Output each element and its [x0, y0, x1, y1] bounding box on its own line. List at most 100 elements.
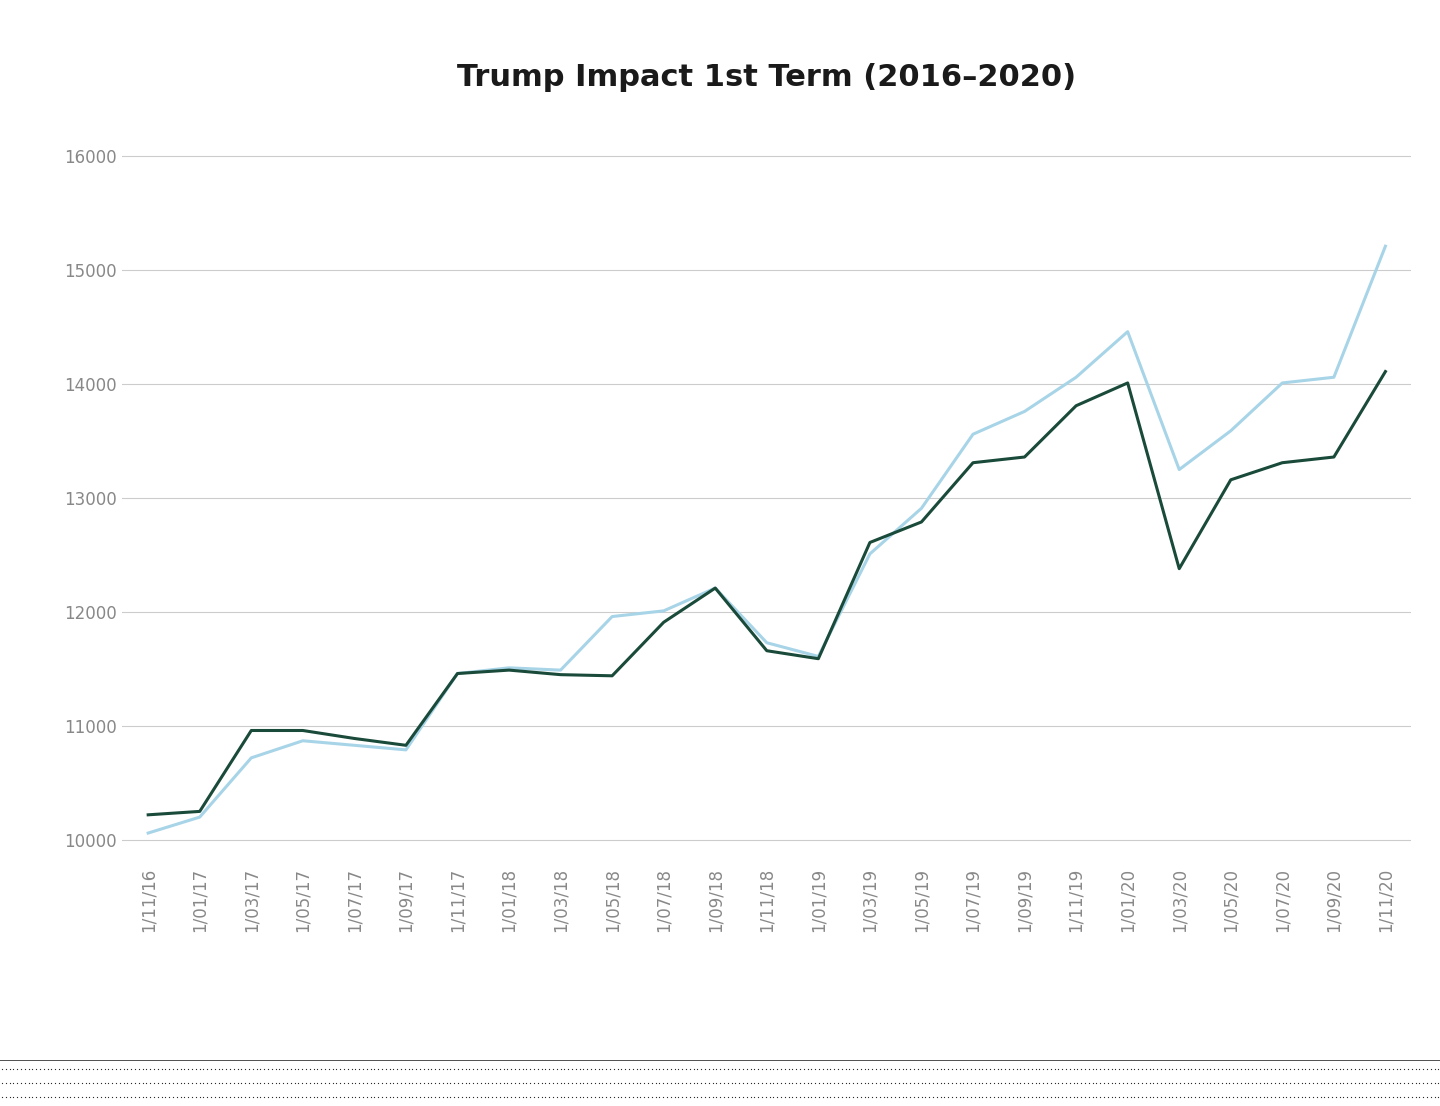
- Point: [690, 1088, 713, 1106]
- Point: [1290, 1074, 1313, 1092]
- Point: [1104, 1060, 1128, 1077]
- Point: [667, 1060, 690, 1077]
- Point: [1369, 1088, 1392, 1106]
- Point: [442, 1060, 465, 1077]
- Point: [755, 1088, 778, 1106]
- Point: [641, 1060, 664, 1077]
- Point: [203, 1074, 226, 1092]
- Point: [1358, 1088, 1381, 1106]
- Point: [305, 1074, 328, 1092]
- Point: [0, 1074, 22, 1092]
- Point: [481, 1060, 504, 1077]
- Point: [43, 1060, 66, 1077]
- Point: [105, 1060, 128, 1077]
- Point: [0, 1088, 13, 1106]
- Point: [618, 1088, 641, 1106]
- Point: [766, 1088, 789, 1106]
- Point: [766, 1074, 789, 1092]
- Point: [242, 1074, 265, 1092]
- Point: [507, 1074, 530, 1092]
- Point: [789, 1060, 812, 1077]
- Point: [192, 1074, 215, 1092]
- Point: [720, 1088, 743, 1106]
- Point: [1, 1088, 24, 1106]
- Point: [1005, 1074, 1028, 1092]
- Point: [1286, 1060, 1309, 1077]
- Point: [1012, 1060, 1035, 1077]
- Point: [333, 1088, 356, 1106]
- Title: Trump Impact 1st Term (2016–2020): Trump Impact 1st Term (2016–2020): [458, 63, 1076, 92]
- Point: [284, 1060, 307, 1077]
- Point: [903, 1074, 926, 1092]
- Point: [1066, 1060, 1089, 1077]
- Point: [678, 1060, 701, 1077]
- Point: [196, 1074, 219, 1092]
- Point: [29, 1088, 52, 1106]
- Point: [648, 1060, 671, 1077]
- Point: [340, 1074, 363, 1092]
- Point: [1230, 1060, 1253, 1077]
- Point: [82, 1088, 105, 1106]
- Point: [379, 1060, 402, 1077]
- Point: [968, 1060, 991, 1077]
- Point: [135, 1074, 158, 1092]
- Point: [124, 1074, 147, 1092]
- Point: [516, 1074, 539, 1092]
- Point: [1063, 1088, 1086, 1106]
- Point: [975, 1074, 998, 1092]
- Point: [708, 1088, 732, 1106]
- Point: [822, 1088, 845, 1106]
- Point: [1089, 1060, 1112, 1077]
- Point: [713, 1074, 736, 1092]
- Point: [636, 1088, 660, 1106]
- Point: [678, 1088, 701, 1106]
- Point: [789, 1088, 812, 1106]
- Point: [1286, 1088, 1309, 1106]
- Point: [720, 1074, 743, 1092]
- Point: [560, 1088, 583, 1106]
- Point: [189, 1060, 212, 1077]
- Point: [1385, 1074, 1408, 1092]
- Point: [887, 1088, 910, 1106]
- Point: [1081, 1060, 1104, 1077]
- Point: [105, 1074, 128, 1092]
- Point: [344, 1088, 367, 1106]
- Point: [279, 1088, 302, 1106]
- Point: [852, 1074, 876, 1092]
- Point: [1221, 1074, 1244, 1092]
- Point: [852, 1088, 876, 1106]
- Point: [838, 1060, 861, 1077]
- Point: [333, 1074, 356, 1092]
- Point: [796, 1088, 819, 1106]
- Point: [516, 1088, 539, 1106]
- Point: [815, 1074, 838, 1092]
- Point: [811, 1060, 834, 1077]
- Point: [226, 1088, 249, 1106]
- Point: [1130, 1074, 1153, 1092]
- Point: [755, 1060, 778, 1077]
- Point: [884, 1088, 907, 1106]
- Point: [518, 1074, 541, 1092]
- Point: [1411, 1074, 1434, 1092]
- Point: [557, 1074, 580, 1092]
- Point: [82, 1074, 105, 1092]
- Point: [652, 1074, 675, 1092]
- Point: [143, 1074, 166, 1092]
- Point: [82, 1060, 105, 1077]
- Point: [1024, 1060, 1047, 1077]
- Point: [184, 1088, 207, 1106]
- Point: [541, 1060, 564, 1077]
- Point: [108, 1088, 131, 1106]
- Point: [815, 1060, 838, 1077]
- Point: [120, 1074, 143, 1092]
- Point: [1070, 1074, 1093, 1092]
- Point: [1358, 1060, 1381, 1077]
- Point: [534, 1060, 557, 1077]
- Point: [166, 1088, 189, 1106]
- Point: [249, 1088, 272, 1106]
- Point: [541, 1074, 564, 1092]
- Point: [249, 1060, 272, 1077]
- Point: [347, 1088, 370, 1106]
- Point: [929, 1088, 952, 1106]
- Point: [526, 1074, 549, 1092]
